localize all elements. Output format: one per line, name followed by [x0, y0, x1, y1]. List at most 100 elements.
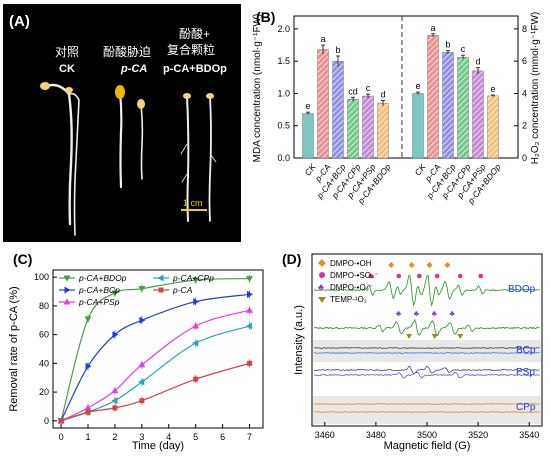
- significance-letter: d: [380, 90, 385, 100]
- y-axis-label-left: MDA concentration (nmol·g⁻¹FW): [252, 14, 263, 163]
- bar-mda-0: [302, 113, 314, 159]
- bar-h2o2-3: [457, 56, 469, 159]
- group-pca-zh: 酚酸胁迫: [103, 44, 151, 59]
- epr-spectra: (D) Intensity (a.u.) Magnetic field (G) …: [282, 251, 543, 452]
- o1-peak-marker: [457, 334, 464, 339]
- o2-peak-marker: ♣: [396, 309, 402, 318]
- data-point: [64, 286, 71, 294]
- panel-c: (C) Removal rate of p-CA (%) Time (day) …: [3, 248, 271, 454]
- significance-letter: b: [445, 40, 450, 50]
- bar-h2o2-0: [412, 93, 424, 159]
- data-point: [138, 361, 146, 368]
- o1-marker: [318, 297, 326, 303]
- oh-peak-marker: [444, 262, 451, 268]
- data-point: [158, 287, 164, 293]
- trace-label-bcp: BCp: [516, 345, 536, 356]
- y-tick-label-right: 4: [522, 88, 527, 98]
- o2-peak-marker: ♣: [432, 309, 438, 318]
- group-bdo-zh: 酚酸+: [179, 26, 210, 41]
- line-chart: (C) Removal rate of p-CA (%) Time (day) …: [8, 251, 264, 452]
- panel-d: (D) Intensity (a.u.) Magnetic field (G) …: [272, 248, 548, 454]
- trace-label-psp: PSp: [516, 367, 535, 378]
- significance-letter: c: [366, 83, 371, 93]
- o2-peak-marker: ♣: [414, 309, 420, 318]
- trace-psp: [313, 365, 540, 375]
- significance-letter: cd: [348, 86, 358, 96]
- plot-frame: [293, 15, 519, 159]
- legend-oh: DMPO-•OH: [330, 259, 372, 268]
- x-tick-label: 3500: [417, 430, 437, 440]
- significance-letter: e: [415, 81, 420, 91]
- legend-o1: TEMP-¹O₂: [330, 295, 367, 304]
- panel-d-label: (D): [282, 251, 301, 267]
- bar-mda-4: [362, 95, 374, 159]
- y-tick-label-left: 0.0: [277, 153, 290, 163]
- y-tick-label-left: 0.5: [277, 121, 290, 131]
- significance-letter: e: [490, 84, 495, 94]
- data-point: [192, 322, 200, 329]
- bar-h2o2-4: [472, 70, 484, 159]
- legend-entry: p-CA: [172, 285, 193, 295]
- o1-peak-marker: [431, 334, 438, 339]
- bar-h2o2-1: [427, 35, 439, 159]
- legend-so4: DMPO-•SO₄⁻: [330, 271, 379, 280]
- data-point: [111, 290, 119, 297]
- oh-peak-marker: [426, 262, 433, 268]
- plot-frame: [52, 269, 264, 429]
- panel-b-label: (B): [256, 9, 275, 25]
- legend-entry: p-CA+PSp: [78, 297, 120, 307]
- panel-c-label: (C): [13, 251, 32, 267]
- data-point: [247, 290, 254, 298]
- trace-bdop-top: [313, 274, 540, 307]
- epr-legend: DMPO-•OH DMPO-•SO₄⁻ ♣ DMPO-•O₂⁻ TEMP-¹O₂: [318, 259, 379, 304]
- data-point: [247, 360, 253, 366]
- data-point: [138, 286, 146, 293]
- x-tick-label: 6: [220, 432, 225, 442]
- significance-letter: c: [461, 44, 466, 54]
- oh-marker: [318, 259, 326, 267]
- legend-entry: p-CA+BCp: [78, 285, 120, 295]
- group-ck-zh: 对照: [55, 45, 79, 59]
- x-tick-label: 5: [193, 432, 198, 442]
- data-point: [138, 378, 145, 386]
- trace-cpp: [314, 403, 540, 405]
- x-tick-label: 4: [166, 432, 171, 442]
- data-point: [112, 331, 119, 339]
- x-tick-label: 3540: [519, 430, 539, 440]
- data-point: [63, 275, 71, 282]
- data-point: [63, 298, 71, 305]
- bar-mda-3: [347, 99, 359, 159]
- data-point: [85, 409, 91, 415]
- x-tick-label: 1: [85, 432, 90, 442]
- data-point: [139, 398, 145, 404]
- oh-peak-marker: [408, 262, 415, 268]
- significance-letter: a: [430, 23, 435, 33]
- so4-peak-marker: [368, 273, 374, 279]
- significance-letter: d: [475, 57, 480, 67]
- bar-mda-1: [317, 49, 329, 159]
- y-tick-label: 0: [44, 416, 49, 426]
- x-tick-label: 3: [139, 432, 144, 442]
- data-point: [193, 298, 200, 306]
- seedling-ck: [40, 82, 80, 236]
- data-point: [246, 276, 254, 283]
- y-tick-label: 40: [39, 358, 49, 368]
- so4-peak-marker: [478, 273, 483, 279]
- data-point: [157, 274, 164, 282]
- scale-bar-label: 1 cm: [183, 198, 203, 208]
- so4-peak-marker: [434, 273, 440, 279]
- legend-entry: p-CA+CPp: [172, 273, 214, 283]
- panel-a-label: (A): [9, 13, 30, 30]
- panel-b: (B) MDA concentration (nmol·g⁻¹FW) H₂O₂ …: [246, 2, 548, 248]
- data-point: [85, 362, 92, 370]
- y-tick-label: 60: [39, 330, 49, 340]
- so4-peak-marker: [396, 273, 402, 279]
- group-ck-en: CK: [59, 63, 75, 75]
- data-point: [246, 306, 254, 313]
- data-point: [192, 339, 199, 347]
- y-tick-label: 100: [34, 272, 49, 282]
- seedling-bdo: [180, 93, 217, 222]
- data-point: [246, 322, 253, 330]
- oh-peak-marker: [388, 262, 395, 268]
- y-tick-label: 20: [39, 387, 49, 397]
